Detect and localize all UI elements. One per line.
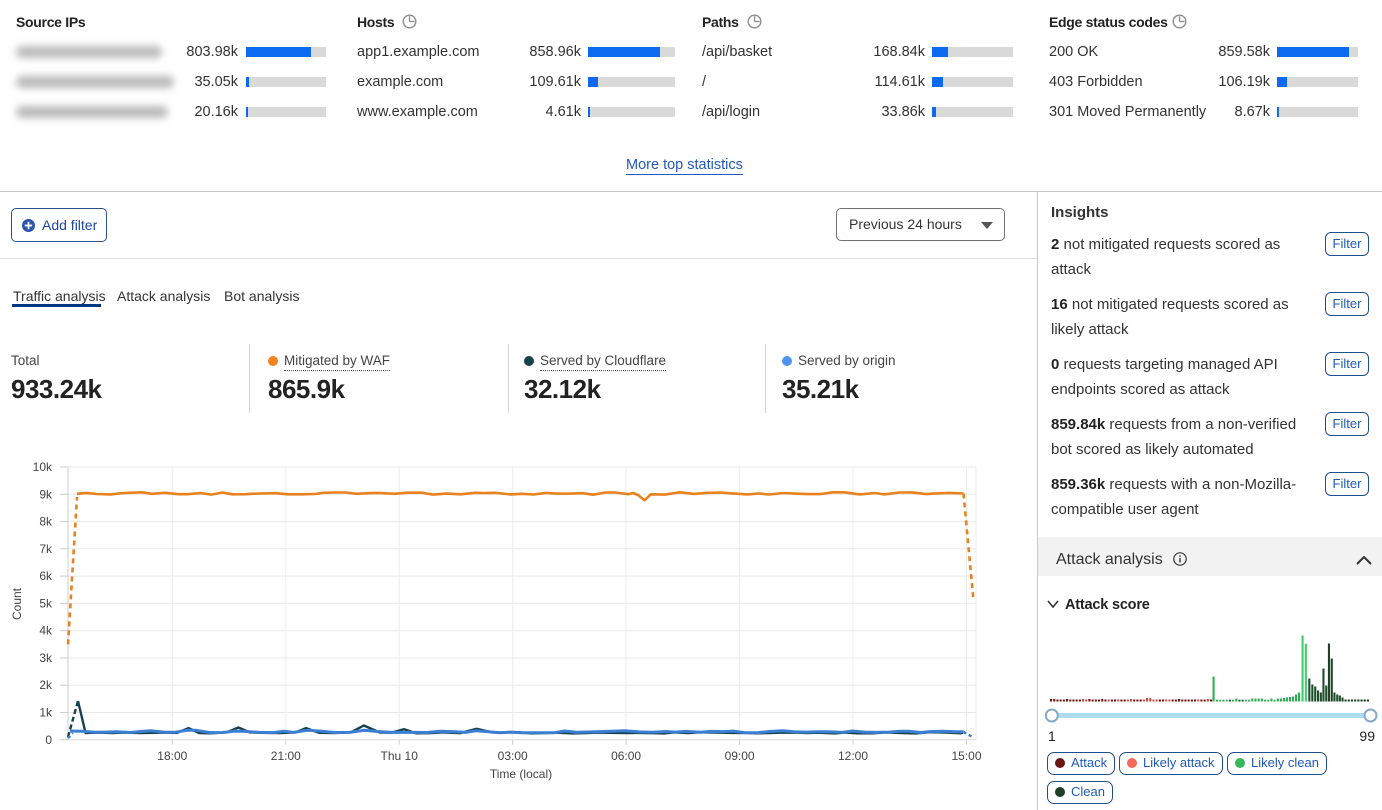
svg-text:1k: 1k (39, 706, 53, 720)
svg-text:3k: 3k (39, 651, 53, 665)
svg-text:Time (local): Time (local) (490, 767, 552, 781)
svg-text:21:00: 21:00 (271, 749, 301, 763)
svg-text:15:00: 15:00 (951, 749, 981, 763)
svg-text:Count: Count (10, 587, 24, 620)
svg-text:06:00: 06:00 (611, 749, 641, 763)
svg-text:09:00: 09:00 (725, 749, 755, 763)
svg-text:5k: 5k (39, 596, 53, 610)
svg-text:4k: 4k (39, 624, 53, 638)
svg-text:10k: 10k (33, 460, 53, 474)
svg-text:03:00: 03:00 (498, 749, 528, 763)
svg-text:12:00: 12:00 (838, 749, 868, 763)
svg-text:6k: 6k (39, 569, 53, 583)
svg-text:7k: 7k (39, 542, 53, 556)
svg-text:9k: 9k (39, 487, 53, 501)
svg-text:18:00: 18:00 (157, 749, 187, 763)
svg-text:Thu 10: Thu 10 (381, 749, 419, 763)
svg-text:0: 0 (45, 733, 52, 747)
svg-text:8k: 8k (39, 515, 53, 529)
svg-text:2k: 2k (39, 678, 53, 692)
